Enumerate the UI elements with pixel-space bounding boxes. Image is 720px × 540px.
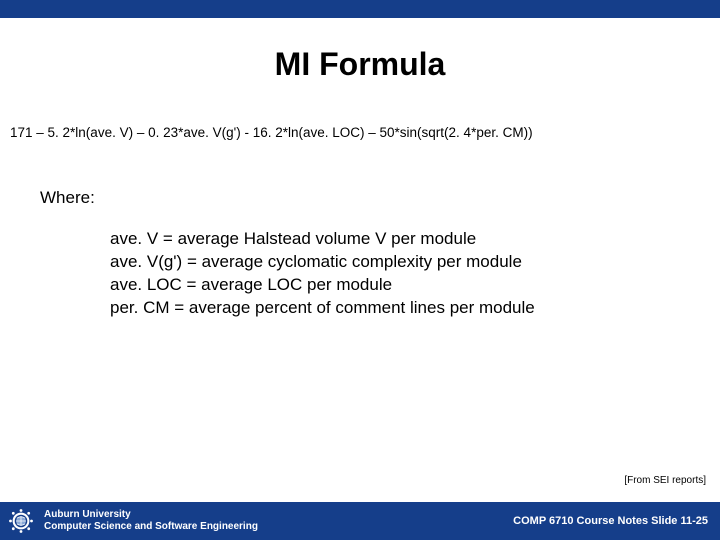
footer-affiliation: Auburn University Computer Science and S… — [44, 509, 258, 533]
course-note-label: COMP 6710 Course Notes Slide 11-25 — [513, 515, 708, 527]
top-accent-bar — [0, 0, 720, 18]
formula-text: 171 – 5. 2*ln(ave. V) – 0. 23*ave. V(g')… — [10, 125, 720, 140]
definition-line: ave. V(g') = average cyclomatic complexi… — [110, 251, 720, 274]
slide-title: MI Formula — [0, 46, 720, 83]
university-name: Auburn University — [44, 509, 258, 521]
definitions-block: ave. V = average Halstead volume V per m… — [110, 228, 720, 320]
definition-line: ave. V = average Halstead volume V per m… — [110, 228, 720, 251]
citation-text: [From SEI reports] — [624, 475, 706, 486]
slide-footer: Auburn University Computer Science and S… — [0, 502, 720, 540]
nsf-style-seal-icon — [6, 506, 36, 536]
where-label: Where: — [40, 188, 720, 208]
footer-left: Auburn University Computer Science and S… — [0, 506, 258, 536]
definition-line: per. CM = average percent of comment lin… — [110, 297, 720, 320]
definition-line: ave. LOC = average LOC per module — [110, 274, 720, 297]
department-name: Computer Science and Software Engineerin… — [44, 521, 258, 533]
slide-root: MI Formula 171 – 5. 2*ln(ave. V) – 0. 23… — [0, 0, 720, 540]
